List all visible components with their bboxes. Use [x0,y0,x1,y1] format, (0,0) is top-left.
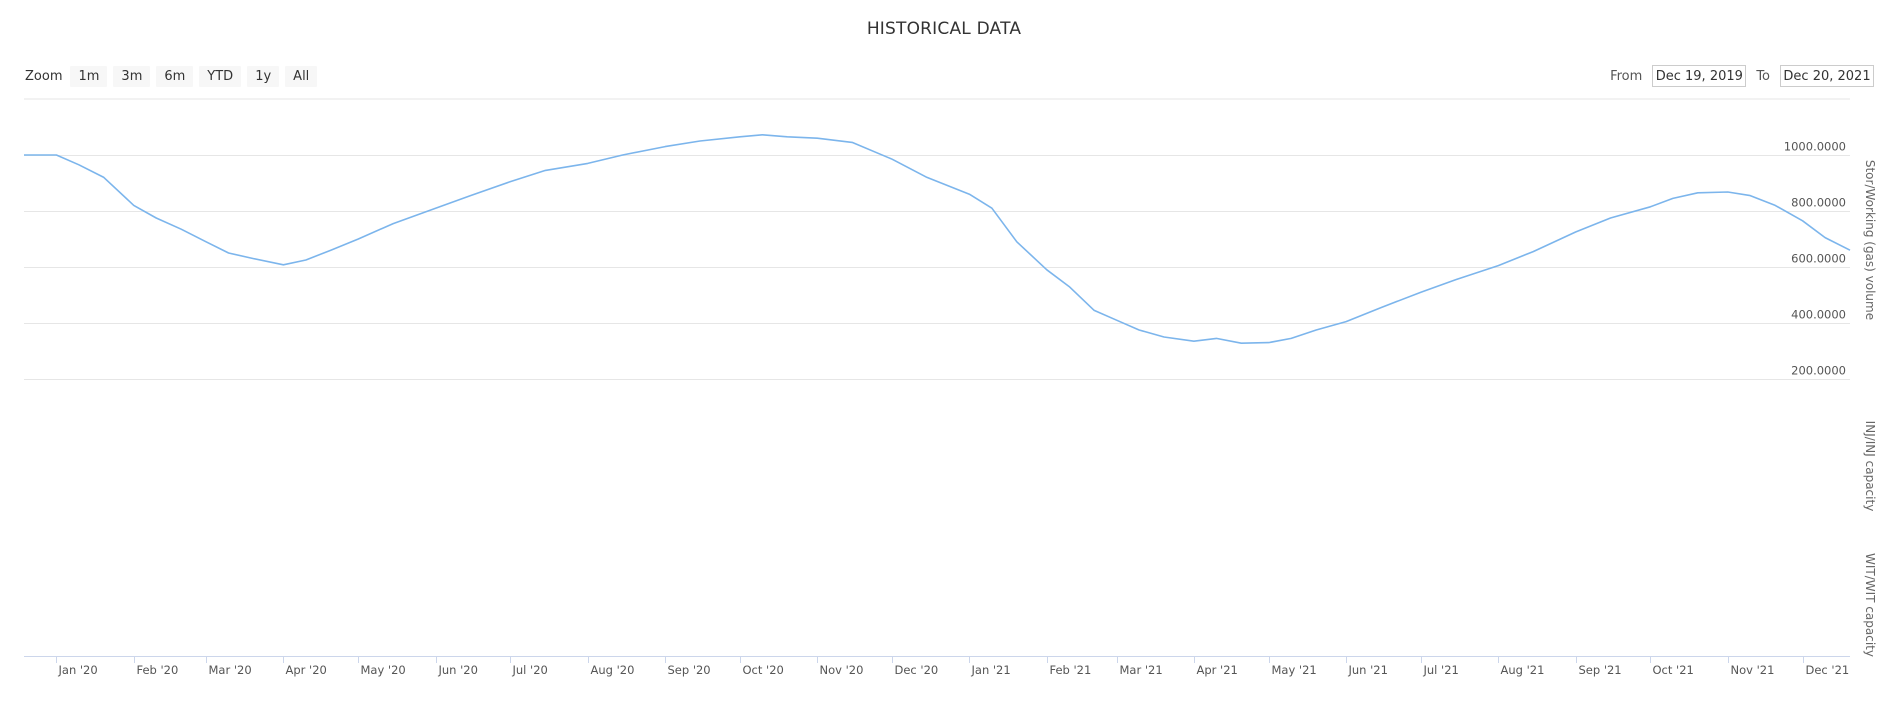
to-label: To [1756,68,1770,84]
x-tick-label: Sep '21 [1579,663,1622,677]
zoom-label: Zoom [25,68,63,84]
x-tick-label: Jul '20 [512,663,548,677]
zoom-1y-button[interactable]: 1y [247,65,280,87]
x-tick-label: Jun '21 [1348,663,1388,677]
zoom-1m-button[interactable]: 1m [70,65,108,87]
x-tick-label: Jan '21 [971,663,1011,677]
x-tick-label: Jan '20 [58,663,98,677]
x-tick-label: May '20 [361,663,406,677]
x-tick-label: Apr '20 [286,663,327,677]
x-tick-label: Feb '20 [137,663,179,677]
x-tick-label: Dec '20 [895,663,939,677]
series-line-working-volume [24,134,1851,344]
zoom-controls: Zoom 1m 3m 6m YTD 1y All [25,64,318,88]
zoom-ytd-button[interactable]: YTD [199,65,242,87]
x-tick-label: Oct '21 [1653,663,1694,677]
zoom-3m-button[interactable]: 3m [113,65,151,87]
y-tick-label: 600.0000 [1791,252,1846,266]
y-axis-title: Stor/Working (gas) volume [1863,160,1877,320]
grid-lines [24,98,1850,380]
y-tick-label: 1000.0000 [1784,140,1846,154]
x-tick-label: Sep '20 [668,663,711,677]
x-tick-label: Dec '21 [1806,663,1850,677]
y-axis-title: WIT/WIT capacity [1863,553,1877,657]
x-tick-label: Aug '20 [591,663,635,677]
pane-working-volume: 200.0000 400.0000 600.0000 800.0000 1000.000… [24,134,1851,378]
chart-title: HISTORICAL DATA [866,19,1022,39]
x-tick-label: Nov '21 [1731,663,1775,677]
y-axis-titles: Stor/Working (gas) volume INJ/INJ capacit… [1863,160,1877,657]
x-tick-label: Mar '20 [209,663,252,677]
zoom-all-button[interactable]: All [285,65,318,87]
from-label: From [1610,68,1643,84]
x-tick-label: Nov '20 [820,663,864,677]
x-tick-label: Jul '21 [1423,663,1459,677]
from-date-input[interactable] [1652,65,1747,87]
x-tick-label: Feb '21 [1050,663,1092,677]
x-tick-label: May '21 [1272,663,1317,677]
y-tick-label: 800.0000 [1791,196,1846,210]
to-date-input[interactable] [1780,65,1874,87]
y-axis-title: INJ/INJ capacity [1863,421,1877,512]
date-range-selector: From To [1606,64,1874,88]
x-tick-label: Mar '21 [1120,663,1163,677]
y-tick-label: 200.0000 [1791,364,1846,378]
x-tick-label: Oct '20 [743,663,784,677]
x-tick-label: Apr '21 [1197,663,1238,677]
x-tick-label: Jun '20 [438,663,478,677]
zoom-6m-button[interactable]: 6m [156,65,194,87]
y-tick-label: 400.0000 [1791,308,1846,322]
x-axis: Jan '20 Feb '20 Mar '20 Apr '20 May '20 Jun '… [24,656,1850,677]
x-tick-label: Aug '21 [1501,663,1545,677]
